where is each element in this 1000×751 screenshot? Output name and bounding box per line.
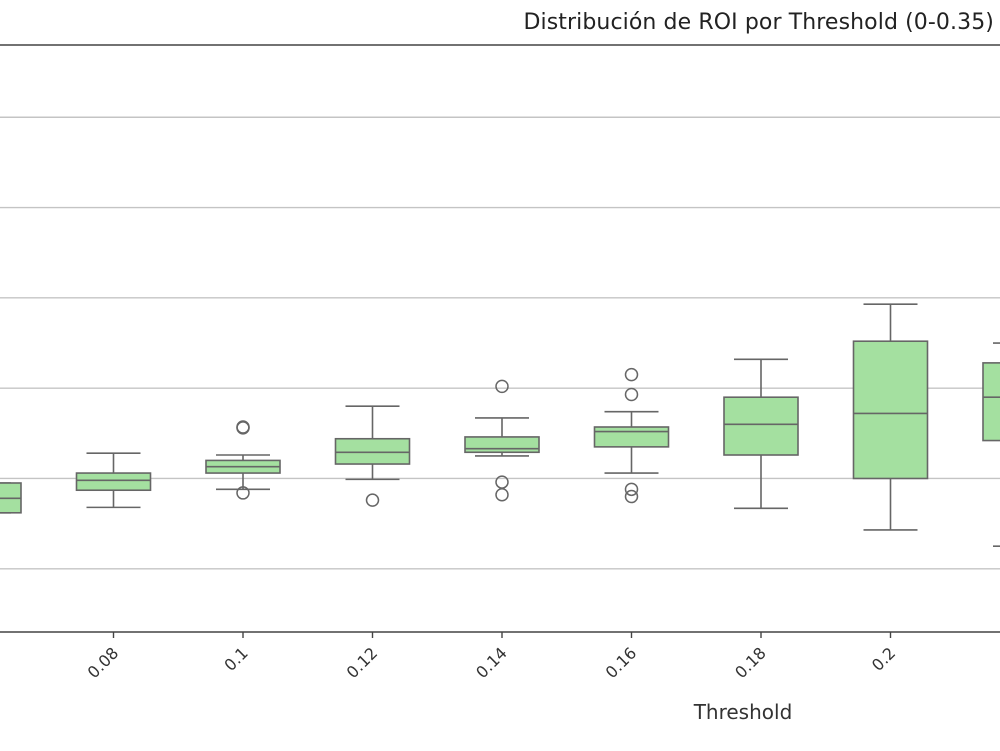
box-0.06: [0, 482, 22, 514]
iqr-box: [723, 396, 799, 456]
boxes: [0, 303, 1000, 548]
chart-title: Distribución de ROI por Threshold (0-0.3…: [523, 10, 994, 35]
gridlines: [0, 116, 1000, 570]
box-0.2: [852, 303, 929, 531]
outlier-point: [495, 379, 509, 394]
iqr-box: [75, 472, 152, 492]
outlier-point: [624, 367, 639, 382]
x-tick-label: 0.2: [868, 643, 899, 674]
x-tick-label: 0.16: [602, 643, 641, 682]
outlier-point: [624, 489, 639, 504]
iqr-box: [982, 362, 1000, 442]
box-0.1: [205, 420, 281, 500]
x-tick-label: 0.2: [997, 643, 1000, 674]
box-0.18: [723, 358, 799, 510]
iqr-box: [593, 426, 670, 448]
box-0.08: [75, 452, 152, 509]
x-tick-label: 0.1: [220, 643, 251, 674]
iqr-box: [464, 436, 540, 454]
box-0.22: [982, 342, 1000, 548]
iqr-box: [334, 437, 411, 465]
x-tick-label: 0.14: [472, 643, 511, 682]
x-tick-label: 0.08: [84, 643, 123, 682]
axes: [0, 44, 1000, 633]
box-0.14: [464, 379, 540, 502]
outlier-point: [236, 486, 250, 500]
x-axis-label: Threshold: [693, 700, 793, 724]
outlier-point: [495, 487, 509, 502]
box-0.12: [334, 405, 411, 507]
outlier-point: [624, 482, 639, 497]
x-tick-label: 0.12: [343, 643, 382, 682]
iqr-box: [852, 340, 929, 480]
outlier-point: [236, 421, 250, 435]
x-ticks: 0.08 0.1 0.12 0.14 0.16 0.18 0.2 0.2: [84, 632, 1000, 682]
outlier-point: [365, 493, 380, 507]
x-tick-label: 0.18: [731, 643, 770, 682]
box-0.16: [593, 367, 670, 504]
outlier-point: [624, 387, 639, 402]
